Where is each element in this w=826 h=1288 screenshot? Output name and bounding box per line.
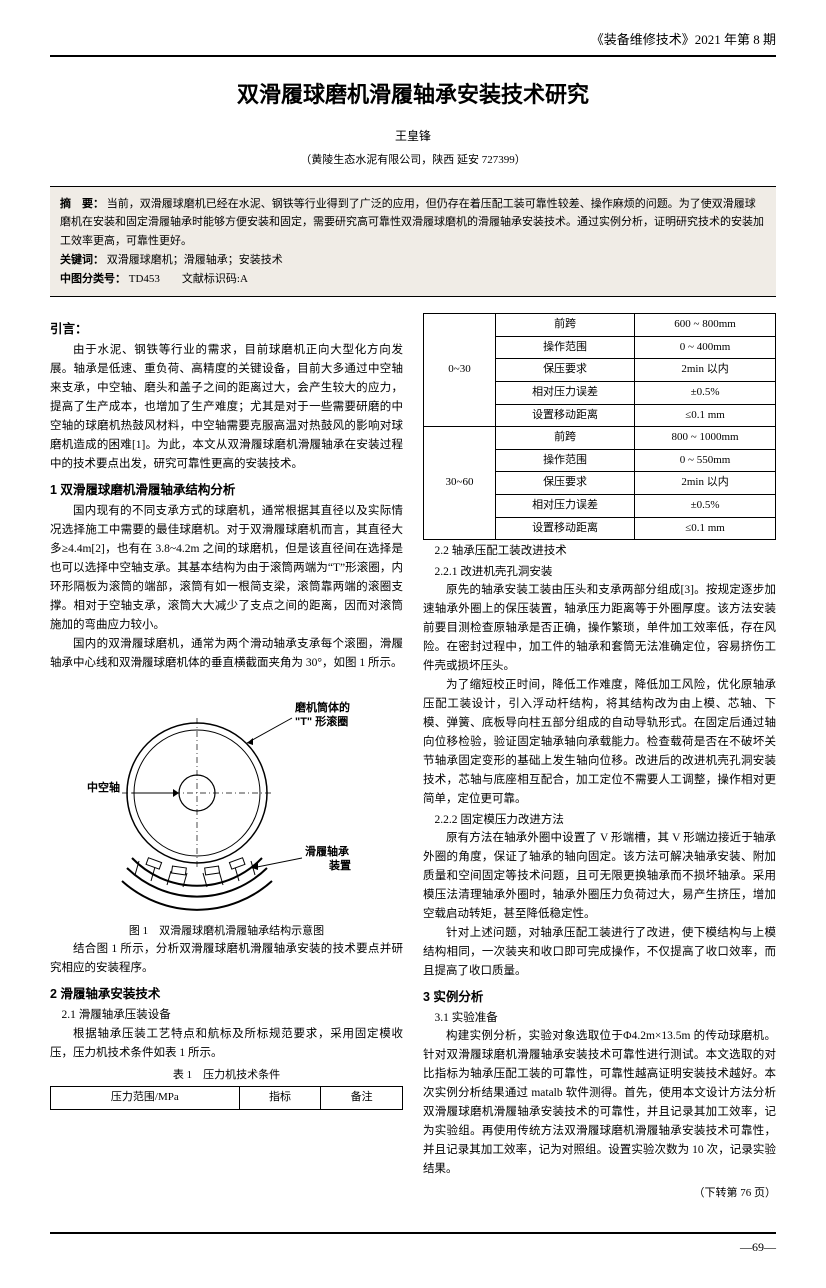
section-2-1-heading: 2.1 滑履轴承压装设备 [50, 1006, 403, 1024]
section-3-heading: 3 实例分析 [423, 987, 776, 1007]
table-cell: 0 ~ 550mm [635, 449, 776, 472]
table-cell: ±0.5% [635, 381, 776, 404]
clc-label: 中图分类号： [60, 273, 126, 285]
table-cell: 800 ~ 1000mm [635, 427, 776, 450]
page-number: —69— [740, 1240, 776, 1254]
table-cell: 备注 [321, 1087, 403, 1110]
table-row: 30~60 前跨 800 ~ 1000mm [424, 427, 776, 450]
fig1-label-t-ring: 磨机筒体的 [294, 700, 350, 714]
author-affiliation: （黄陵生态水泥有限公司，陕西 延安 727399） [50, 152, 776, 170]
svg-text:"T" 形滚圈: "T" 形滚圈 [295, 714, 348, 728]
table-row: 0~30 前跨 600 ~ 800mm [424, 314, 776, 337]
table-cell: 相对压力误差 [496, 494, 635, 517]
abstract-text: 当前，双滑履球磨机已经在水泥、钢铁等行业得到了广泛的应用，但仍存在着压配工装可靠… [60, 198, 764, 247]
right-column: 0~30 前跨 600 ~ 800mm 操作范围0 ~ 400mm 保压要求2m… [423, 313, 776, 1202]
table-cell: 设置移动距离 [496, 404, 635, 427]
page-footer: —69— [50, 1232, 776, 1257]
keywords-text: 双滑履球磨机；滑履轴承；安装技术 [107, 254, 283, 266]
figure-1-after-text: 结合图 1 所示，分析双滑履球磨机滑履轴承安装的技术要点并研究相应的安装程序。 [50, 940, 403, 978]
abstract-label: 摘 要： [60, 198, 104, 210]
article-title: 双滑履球磨机滑履轴承安装技术研究 [50, 77, 776, 112]
table-cell: 保压要求 [496, 359, 635, 382]
continuation-note: （下转第 76 页） [423, 1185, 776, 1203]
table-cell: 30~60 [424, 427, 496, 540]
table-cell: 0 ~ 400mm [635, 336, 776, 359]
figure-1: 磨机筒体的 "T" 形滚圈 中空轴 滑履轴承 装置 [50, 683, 403, 913]
table-cell: 0~30 [424, 314, 496, 427]
table-1-caption: 表 1 压力机技术条件 [50, 1067, 403, 1085]
section-2-2-1-heading: 2.2.1 改进机壳孔洞安装 [423, 563, 776, 581]
section-2-2-2-p1: 原有方法在轴承外圈中设置了 V 形端槽，其 V 形端边接近于轴承外圈的角度，保证… [423, 829, 776, 924]
figure-1-svg: 磨机筒体的 "T" 形滚圈 中空轴 滑履轴承 装置 [77, 683, 377, 913]
author-name: 王皇锋 [50, 127, 776, 146]
section-2-2-2-p2: 针对上述问题，对轴承压配工装进行了改进，使下模结构与上模结构相同，一次装夹和收口… [423, 924, 776, 981]
table-cell: 2min 以内 [635, 472, 776, 495]
table-cell: 保压要求 [496, 472, 635, 495]
section-2-2-heading: 2.2 轴承压配工装改进技术 [423, 542, 776, 560]
intro-heading: 引言： [50, 319, 403, 339]
table-cell: 压力范围/MPa [51, 1087, 240, 1110]
intro-paragraph: 由于水泥、钢铁等行业的需求，目前球磨机正向大型化方向发展。轴承是低速、重负荷、高… [50, 341, 403, 474]
table-1-header-left: 压力范围/MPa 指标 备注 [50, 1086, 403, 1110]
table-cell: 操作范围 [496, 336, 635, 359]
table-cell: 前跨 [496, 427, 635, 450]
table-cell: 操作范围 [496, 449, 635, 472]
left-column: 引言： 由于水泥、钢铁等行业的需求，目前球磨机正向大型化方向发展。轴承是低速、重… [50, 313, 403, 1202]
table-cell: ±0.5% [635, 494, 776, 517]
table-cell: 600 ~ 800mm [635, 314, 776, 337]
section-1-p2: 国内的双滑履球磨机，通常为两个滑动轴承支承每个滚圈，滑履轴承中心线和双滑履球磨机… [50, 635, 403, 673]
table-1-body: 0~30 前跨 600 ~ 800mm 操作范围0 ~ 400mm 保压要求2m… [423, 313, 776, 540]
section-2-1-p1: 根据轴承压装工艺特点和航标及所标规范要求，采用固定模收压，压力机技术条件如表 1… [50, 1025, 403, 1063]
table-cell: ≤0.1 mm [635, 404, 776, 427]
section-2-heading: 2 滑履轴承安装技术 [50, 984, 403, 1004]
section-1-p1: 国内现有的不同支承方式的球磨机，通常根据其直径以及实际情况选择施工中需要的最佳球… [50, 502, 403, 635]
section-3-1-heading: 3.1 实验准备 [423, 1009, 776, 1027]
abstract-box: 摘 要： 当前，双滑履球磨机已经在水泥、钢铁等行业得到了广泛的应用，但仍存在着压… [50, 186, 776, 297]
table-cell: 前跨 [496, 314, 635, 337]
clc-text: TD453 文献标识码:A [129, 273, 248, 285]
journal-header: 《装备维修技术》2021 年第 8 期 [50, 30, 776, 57]
table-row: 压力范围/MPa 指标 备注 [51, 1087, 403, 1110]
section-2-2-2-heading: 2.2.2 固定模压力改进方法 [423, 811, 776, 829]
svg-text:装置: 装置 [328, 858, 351, 872]
section-3-1-p1: 构建实例分析，实验对象选取位于Φ4.2m×13.5m 的传动球磨机。针对双滑履球… [423, 1027, 776, 1179]
fig1-label-hollow-shaft: 中空轴 [87, 780, 120, 794]
section-2-2-1-p2: 为了缩短校正时间，降低工作难度，降低加工风险，优化原轴承压配工装设计，引入浮动杆… [423, 676, 776, 809]
table-cell: 指标 [239, 1087, 321, 1110]
table-cell: 设置移动距离 [496, 517, 635, 540]
keywords-label: 关键词： [60, 254, 104, 266]
two-column-layout: 引言： 由于水泥、钢铁等行业的需求，目前球磨机正向大型化方向发展。轴承是低速、重… [50, 313, 776, 1202]
table-cell: ≤0.1 mm [635, 517, 776, 540]
section-2-2-1-p1: 原先的轴承安装工装由压头和支承两部分组成[3]。按规定逐步加速轴承外圈上的保压装… [423, 581, 776, 676]
table-cell: 相对压力误差 [496, 381, 635, 404]
figure-1-caption: 图 1 双滑履球磨机滑履轴承结构示意图 [50, 923, 403, 941]
table-cell: 2min 以内 [635, 359, 776, 382]
section-1-heading: 1 双滑履球磨机滑履轴承结构分析 [50, 480, 403, 500]
fig1-label-bearing: 滑履轴承 [305, 844, 350, 858]
